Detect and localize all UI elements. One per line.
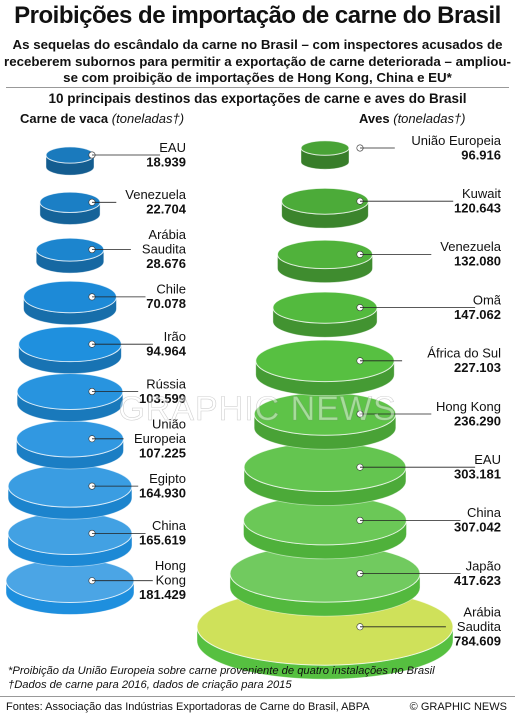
poultry-category-label-9: Arábia [463, 604, 501, 619]
beef-disc-4 [18, 326, 122, 375]
poultry-category-label-3: Omã [473, 292, 502, 307]
beef-disc-6 [16, 420, 124, 470]
poultry-disc-6 [243, 442, 407, 506]
footnotes: *Proibição da União Europeia sobre carne… [8, 665, 508, 692]
beef-category-label-7: Egipto [149, 471, 186, 486]
credit-text: © GRAPHIC NEWS [409, 701, 507, 713]
poultry-value-label-3: 147.062 [454, 307, 501, 322]
beef-disc-2 [35, 237, 105, 274]
poultry-category-label-0: União Europeia [411, 133, 501, 148]
beef-disc-0 [45, 146, 96, 176]
poultry-disc-7 [243, 495, 407, 560]
poultry-disc-top-1 [281, 187, 369, 215]
beef-category-label-4: Irão [164, 329, 186, 344]
beef-value-label-1: 22.704 [146, 202, 187, 217]
top-divider [6, 87, 509, 88]
beef-value-label-9: 181.429 [139, 587, 186, 602]
beef-value-label-7: 164.930 [139, 485, 186, 500]
beef-disc-5 [16, 373, 124, 422]
beef-value-label-5: 103.599 [139, 391, 186, 406]
page-subtitle: As sequelas do escândalo da carne no Bra… [4, 37, 511, 85]
beef-discs [5, 146, 135, 615]
poultry-disc-3 [272, 291, 378, 338]
poultry-category-label-1: Kuwait [462, 186, 501, 201]
beef-value-label-4: 94.964 [146, 343, 187, 358]
beef-category-label-2: Arábia [148, 227, 186, 242]
beef-value-label-8: 165.619 [139, 533, 186, 548]
poultry-value-label-9: 784.609 [454, 633, 501, 648]
beef-category-label-6: União [152, 416, 186, 431]
poultry-disc-1 [281, 187, 369, 229]
beef-category-label-2: Saudita [142, 242, 187, 257]
beef-category-label-0: EAU [159, 140, 186, 155]
poultry-value-label-5: 236.290 [454, 413, 501, 428]
chart-title: 10 principais destinos das exportações d… [48, 91, 467, 106]
beef-category-label-3: Chile [156, 282, 186, 297]
beef-disc-1 [39, 191, 101, 225]
poultry-panel-label: Aves (toneladas†) [359, 111, 466, 126]
page-title: Proibições de importação de carne do Bra… [14, 2, 501, 29]
beef-disc-3 [23, 280, 117, 326]
poultry-value-label-8: 417.623 [454, 573, 501, 588]
beef-disc-7 [7, 464, 133, 520]
poultry-disc-2 [276, 239, 374, 284]
poultry-value-label-0: 96.916 [461, 147, 501, 162]
poultry-discs [196, 140, 454, 680]
beef-panel-name: Carne de vaca [20, 111, 109, 126]
beef-category-label-1: Venezuela [125, 187, 186, 202]
poultry-value-label-1: 120.643 [454, 200, 501, 215]
beef-category-label-5: Rússia [146, 376, 187, 391]
poultry-category-label-2: Venezuela [440, 239, 501, 254]
beef-value-label-3: 70.078 [146, 296, 186, 311]
poultry-panel-unit: (toneladas†) [393, 111, 466, 126]
beef-panel-unit: (toneladas†) [111, 111, 185, 126]
poultry-disc-top-0 [300, 140, 350, 156]
beef-disc-8 [7, 511, 133, 567]
poultry-category-label-6: EAU [474, 452, 501, 467]
sources-text: Fontes: Associação das Indústrias Export… [6, 701, 370, 713]
beef-value-label-6: 107.225 [139, 445, 186, 460]
poultry-panel-name: Aves [359, 111, 390, 126]
poultry-value-label-7: 307.042 [454, 520, 501, 535]
poultry-category-label-9: Saudita [457, 619, 502, 634]
beef-category-label-8: China [152, 518, 187, 533]
beef-disc-top-0 [45, 146, 95, 164]
beef-value-label-0: 18.939 [146, 154, 186, 169]
beef-category-label-6: Europeia [134, 431, 187, 446]
beef-category-label-9: Hong [155, 558, 186, 573]
poultry-value-label-2: 132.080 [454, 254, 501, 269]
poultry-category-label-8: Japão [466, 558, 501, 573]
poultry-disc-0 [300, 140, 364, 170]
poultry-category-label-7: China [467, 505, 502, 520]
beef-value-label-2: 28.676 [146, 256, 186, 271]
poultry-disc-4 [255, 339, 395, 396]
beef-category-label-9: Kong [156, 573, 186, 588]
footer: Fontes: Associação das Indústrias Export… [0, 696, 515, 718]
poultry-value-label-4: 227.103 [454, 360, 501, 375]
beef-disc-9 [5, 558, 135, 615]
poultry-category-label-4: África do Sul [427, 346, 501, 361]
watermark: GRAPHIC NEWS [118, 390, 397, 429]
beef-panel-label: Carne de vaca (toneladas†) [20, 111, 184, 126]
poultry-value-label-6: 303.181 [454, 466, 501, 481]
footnote-data-years: †Dados de carne para 2016, dados de cria… [8, 678, 292, 691]
poultry-category-label-5: Hong Kong [436, 399, 501, 414]
footnote-eu: *Proibição da União Europeia sobre carne… [8, 665, 435, 677]
